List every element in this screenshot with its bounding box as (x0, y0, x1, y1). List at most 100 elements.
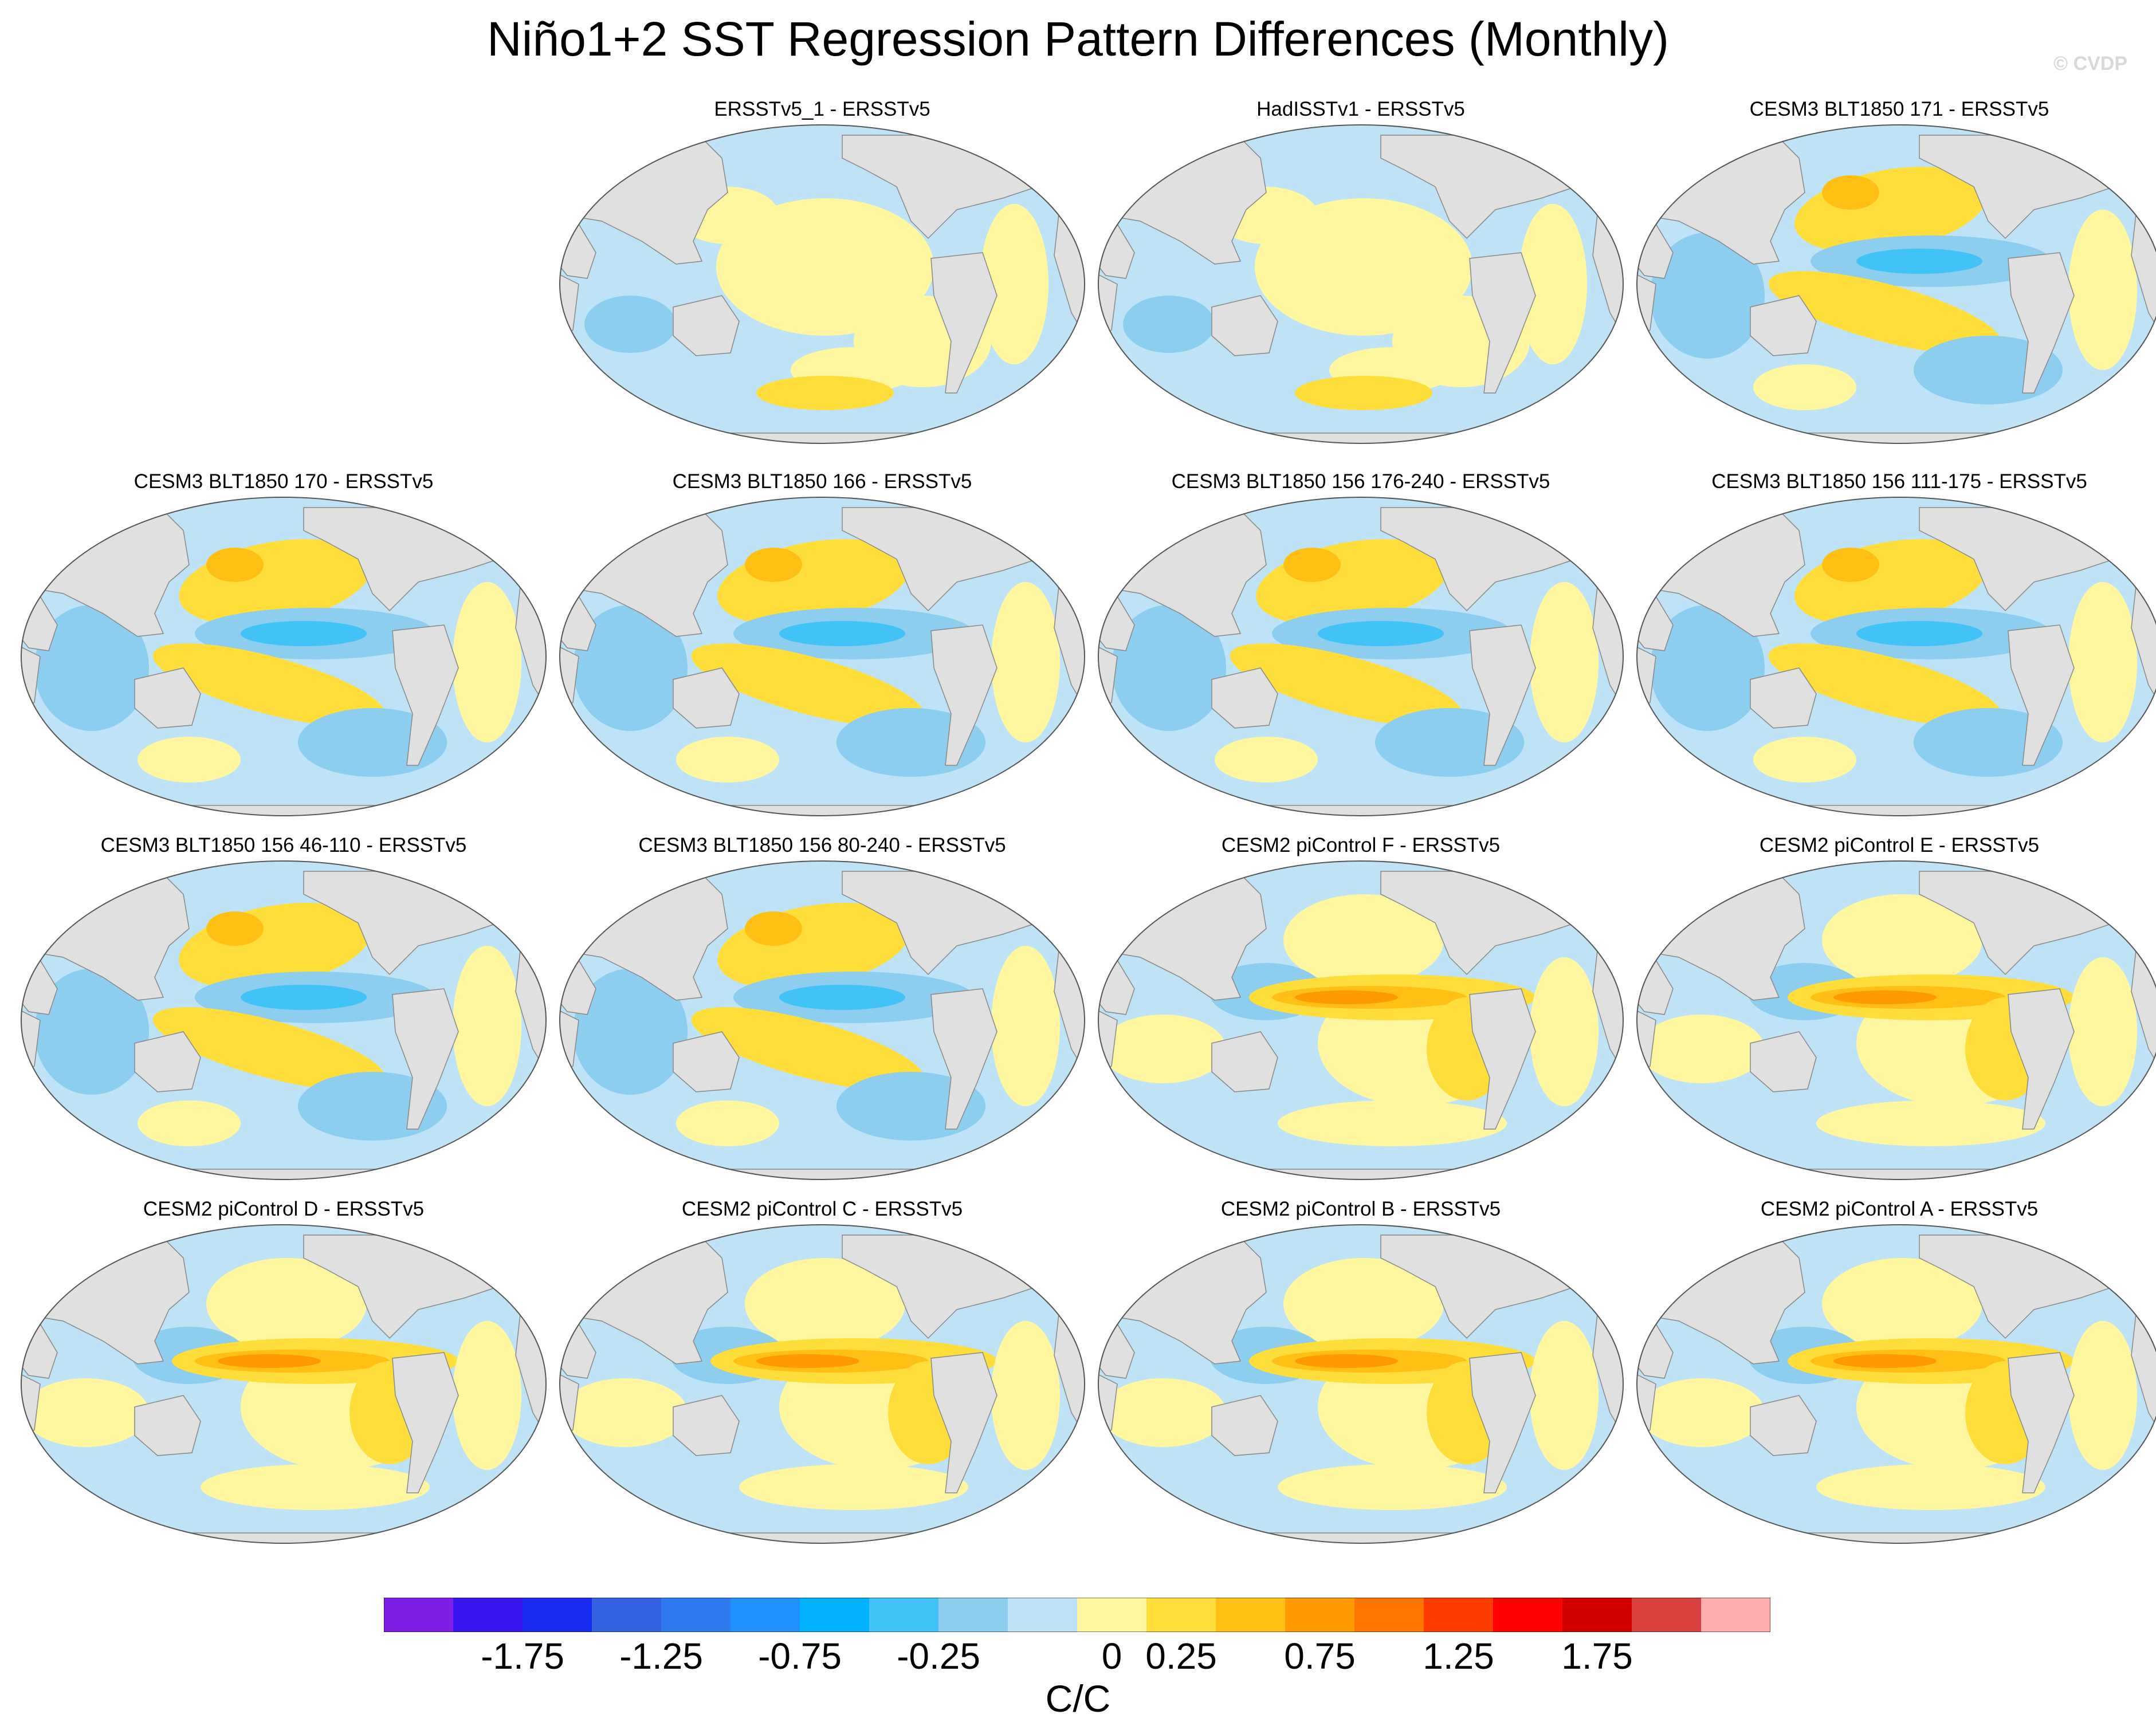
anomaly-warm (1295, 1354, 1398, 1368)
anomaly-warm (206, 911, 264, 946)
map-panel: CESM3 BLT1850 170 - ERSSTv5 (17, 470, 550, 842)
anomaly-warm (1283, 1258, 1444, 1350)
map-outline (1636, 124, 2156, 444)
anomaly-warm (1530, 582, 1599, 742)
anomaly-warm (1768, 643, 2002, 727)
panel-title: ERSSTv5_1 - ERSSTv5 (714, 98, 930, 120)
colorbar-box (453, 1598, 523, 1632)
anomaly-warm (561, 1378, 688, 1447)
anomaly-warm (1255, 198, 1472, 336)
anomaly-warm (1768, 271, 2002, 355)
anomaly-cool (573, 969, 688, 1095)
anomaly-warm (756, 376, 894, 410)
panel-title: CESM2 piControl E - ERSSTv5 (1759, 834, 2040, 856)
panel-title: CESM3 BLT1850 170 - ERSSTv5 (133, 470, 434, 493)
anomaly-warm (1530, 1321, 1599, 1470)
anomaly-warm (745, 548, 802, 582)
colorbar-box (800, 1598, 869, 1632)
anomaly-warm (453, 582, 521, 742)
land-south-america (392, 624, 459, 766)
panel-title: CESM2 piControl D - ERSSTv5 (143, 1198, 425, 1220)
anomaly-warm (1639, 1378, 1765, 1447)
anomaly-warm (1100, 1378, 1226, 1447)
anomaly-warm (1753, 737, 1856, 783)
map-outline (559, 860, 1085, 1180)
land-australia (673, 1031, 740, 1092)
panel-title: CESM3 BLT1850 171 - ERSSTv5 (1749, 98, 2049, 120)
map-outline (1098, 124, 1624, 444)
land-south-america (930, 624, 998, 766)
map-panel: CESM2 piControl A - ERSSTv5 (1633, 1197, 2156, 1570)
land-south-america (1469, 1352, 1536, 1493)
robinson-map (1098, 497, 1624, 816)
colorbar-box (1008, 1598, 1077, 1632)
robinson-map (559, 1224, 1085, 1544)
land-south-america (2008, 624, 2075, 766)
anomaly-cool (573, 605, 688, 731)
colorbar-tick-label: 1.25 (1423, 1635, 1494, 1677)
map-outline (1636, 497, 2156, 816)
colorbar-box (731, 1598, 800, 1632)
land-south-america (2008, 252, 2075, 394)
anomaly-warm (991, 1321, 1060, 1470)
anomaly-warm (1518, 204, 1587, 364)
anomaly-warm (676, 737, 779, 783)
robinson-map (1636, 1224, 2156, 1544)
land-australia (134, 667, 201, 729)
map-outline (1098, 860, 1624, 1180)
anomaly-warm (453, 1321, 521, 1470)
anomaly-cool (1856, 249, 1982, 274)
land-australia (1211, 1031, 1278, 1092)
anomaly-warm (1530, 957, 1599, 1106)
anomaly-warm (1833, 990, 1937, 1004)
anomaly-warm (1278, 1100, 1507, 1146)
map-panel: ERSSTv5_1 - ERSSTv5 (556, 97, 1089, 470)
map-outline (21, 860, 547, 1180)
anomaly-warm (1639, 1015, 1765, 1083)
colorbar-box (1216, 1598, 1285, 1632)
map-panel: CESM2 piControl D - ERSSTv5 (17, 1197, 550, 1570)
map-outline (559, 497, 1085, 816)
map-outline (1636, 1224, 2156, 1544)
robinson-map (559, 124, 1085, 444)
colorbar (384, 1598, 1770, 1632)
map-panel: CESM3 BLT1850 156 46-110 - ERSSTv5 (17, 833, 550, 1206)
anomaly-cool (1318, 621, 1444, 646)
map-panel: CESM3 BLT1850 166 - ERSSTv5 (556, 470, 1089, 842)
land-australia (134, 1395, 201, 1456)
map-panel: CESM2 piControl F - ERSSTv5 (1094, 833, 1627, 1206)
anomaly-warm (739, 1464, 968, 1510)
colorbar-box (384, 1598, 453, 1632)
colorbar-box (661, 1598, 731, 1632)
land-south-america (392, 1352, 459, 1493)
anomaly-cool (779, 621, 905, 646)
anomaly-warm (1822, 548, 1879, 582)
colorbar-box (1493, 1598, 1562, 1632)
anomaly-warm (138, 1100, 241, 1146)
land-australia (673, 1395, 740, 1456)
anomaly-cool (1650, 233, 1765, 359)
anomaly-warm (2068, 210, 2137, 370)
anomaly-warm (756, 1354, 859, 1368)
anomaly-cool (34, 605, 149, 731)
anomaly-warm (2068, 1321, 2137, 1470)
anomaly-warm (1822, 894, 1982, 986)
colorbar-box (1701, 1598, 1770, 1632)
anomaly-warm (1295, 990, 1398, 1004)
anomaly-warm (1295, 376, 1432, 410)
colorbar-tick-label: 0 (1101, 1635, 1122, 1677)
map-outline (559, 1224, 1085, 1544)
land-south-america (1469, 988, 1536, 1130)
colorbar-box (592, 1598, 661, 1632)
anomaly-warm (218, 1354, 321, 1368)
land-australia (1750, 1395, 1817, 1456)
land-australia (673, 295, 740, 356)
map-outline (1636, 860, 2156, 1180)
robinson-map (1636, 497, 2156, 816)
map-panel: CESM2 piControl E - ERSSTv5 (1633, 833, 2156, 1206)
anomaly-warm (23, 1378, 149, 1447)
panel-title: HadISSTv1 - ERSSTv5 (1256, 98, 1465, 120)
anomaly-warm (152, 643, 386, 727)
anomaly-cool (1650, 605, 1765, 731)
anomaly-cool (1123, 296, 1215, 353)
